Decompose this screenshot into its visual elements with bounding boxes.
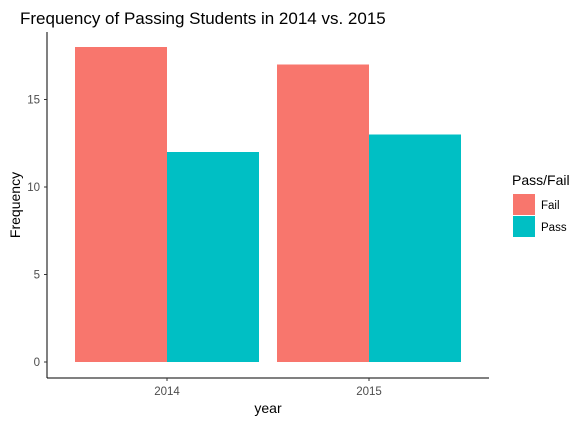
bar-fail-2015 xyxy=(277,64,369,362)
bar-pass-2015 xyxy=(369,134,461,362)
y-axis-title: Frequency xyxy=(7,172,23,238)
bar-pass-2014 xyxy=(167,152,259,362)
bar-fail-2014 xyxy=(75,47,167,362)
y-axis-ticks: 0 5 10 15 xyxy=(27,95,47,369)
legend-title: Pass/Fail xyxy=(512,172,570,188)
legend-key-pass xyxy=(513,216,535,237)
x-axis-title: year xyxy=(254,400,282,416)
y-tick-label: 10 xyxy=(27,182,40,194)
y-tick-label: 5 xyxy=(34,270,40,282)
legend: Pass/Fail Fail Pass xyxy=(512,172,570,237)
x-tick-label: 2014 xyxy=(154,386,180,398)
plot-area xyxy=(75,47,461,362)
y-tick-label: 0 xyxy=(34,357,40,369)
legend-items: Fail Pass xyxy=(513,194,567,237)
x-axis-ticks: 2014 2015 xyxy=(154,378,382,398)
legend-label-pass: Pass xyxy=(541,222,567,234)
y-tick-label: 15 xyxy=(27,95,40,107)
legend-label-fail: Fail xyxy=(541,200,560,212)
chart-title: Frequency of Passing Students in 2014 vs… xyxy=(20,9,386,28)
x-tick-label: 2015 xyxy=(356,386,382,398)
legend-key-fail xyxy=(513,194,535,215)
